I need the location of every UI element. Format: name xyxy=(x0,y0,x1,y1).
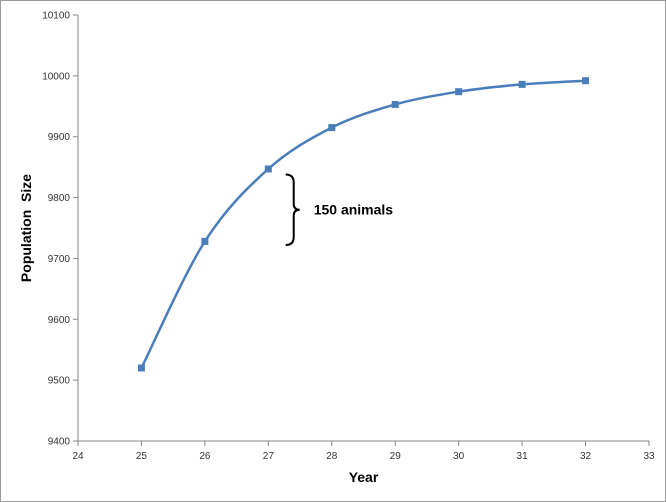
x-tick-label: 31 xyxy=(517,451,529,462)
y-tick-label: 9500 xyxy=(48,376,71,387)
y-tick-label: 9800 xyxy=(48,193,71,204)
y-tick-label: 9400 xyxy=(48,437,71,448)
data-point-marker xyxy=(391,100,399,108)
data-point-marker xyxy=(137,364,145,372)
y-tick-label: 10000 xyxy=(42,71,70,82)
y-tick-label: 9600 xyxy=(48,315,71,326)
data-point-marker xyxy=(455,88,463,96)
data-point-marker xyxy=(264,165,272,173)
axes xyxy=(77,15,649,442)
x-tick-label: 28 xyxy=(326,451,338,462)
data-point-marker xyxy=(582,77,590,85)
x-tick-label: 24 xyxy=(72,451,84,462)
data-point-marker xyxy=(518,80,526,88)
series-layer xyxy=(137,77,590,372)
data-point-marker xyxy=(201,237,209,245)
x-tick-label: 30 xyxy=(453,451,465,462)
x-ticks: 24 25 26 27 28 29 30 31 32 33 xyxy=(72,441,655,462)
annotation-layer: 150 animals xyxy=(285,173,394,247)
y-tick-label: 10100 xyxy=(42,11,70,22)
data-point-marker xyxy=(328,124,336,132)
annotation-brace xyxy=(285,173,300,247)
annotation-label: 150 animals xyxy=(314,202,394,218)
x-tick-label: 33 xyxy=(643,451,655,462)
x-tick-label: 32 xyxy=(580,451,592,462)
y-axis-title: Population Size xyxy=(18,174,34,282)
x-tick-label: 26 xyxy=(199,451,211,462)
x-tick-label: 25 xyxy=(136,451,148,462)
y-ticks: 9400 9500 9600 9700 9800 9900 10000 10100 xyxy=(42,11,78,448)
series-line xyxy=(140,79,586,369)
y-tick-label: 9700 xyxy=(48,254,71,265)
x-tick-label: 27 xyxy=(263,451,275,462)
x-tick-label: 29 xyxy=(390,451,402,462)
x-axis-title: Year xyxy=(349,469,379,485)
y-tick-label: 9900 xyxy=(48,132,71,143)
